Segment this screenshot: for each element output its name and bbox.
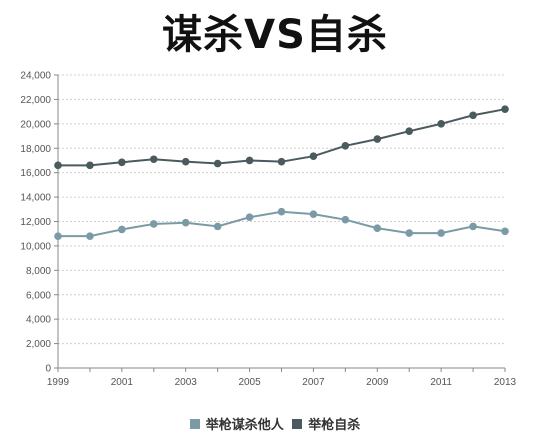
data-point <box>501 105 509 113</box>
y-tick-label: 10,000 <box>20 241 51 252</box>
legend-swatch-suicide <box>292 418 303 429</box>
y-tick-label: 22,000 <box>20 95 51 106</box>
x-tick-label: 1999 <box>47 377 70 388</box>
data-point <box>54 232 62 240</box>
legend-label-suicide: 举枪自杀 <box>308 418 361 433</box>
data-point <box>213 159 222 168</box>
y-tick-label: 24,000 <box>20 71 51 82</box>
data-point <box>277 157 286 166</box>
gridlines <box>58 74 505 345</box>
data-point <box>277 207 286 216</box>
y-tick-label: 2,000 <box>26 339 51 350</box>
x-tick-label: 2009 <box>366 377 389 388</box>
y-tick-label: 14,000 <box>20 193 51 204</box>
data-point <box>245 156 254 165</box>
data-point <box>118 158 126 167</box>
y-tick-label: 16,000 <box>20 168 51 179</box>
x-tick-label: 2013 <box>494 377 517 388</box>
data-point <box>86 161 94 170</box>
data-point <box>341 142 350 150</box>
data-point <box>437 120 445 128</box>
legend-swatch-murder <box>189 418 200 429</box>
data-point <box>405 127 414 135</box>
data-point <box>373 224 382 233</box>
x-tick-label: 2011 <box>430 377 452 388</box>
legend-item-suicide[interactable]: 举枪自杀 <box>292 414 360 433</box>
data-point <box>501 227 509 236</box>
data-point <box>149 155 158 164</box>
y-tick-label: 12,000 <box>20 217 51 228</box>
legend: 举枪谋杀他人 举枪自杀 <box>0 414 550 433</box>
data-point <box>405 229 414 237</box>
x-tick-label: 2003 <box>175 377 198 388</box>
tick-labels: 0 2,000 4,000 6,000 8,000 10,000 12,000 14,000 1… <box>20 71 516 389</box>
x-tick-label: 2001 <box>111 377 134 388</box>
y-tick-label: 6,000 <box>26 290 51 301</box>
data-point <box>149 220 158 228</box>
series-lines <box>54 105 509 240</box>
x-tick-label: 2007 <box>302 377 325 388</box>
chart-title: 谋杀VS自杀 <box>162 12 388 58</box>
data-point <box>86 232 94 240</box>
x-tick-label: 2005 <box>238 377 261 388</box>
data-point <box>469 111 477 120</box>
data-point <box>118 225 126 234</box>
legend-label-murder: 举枪谋杀他人 <box>205 418 284 433</box>
data-point <box>181 157 190 166</box>
y-tick-label: 20,000 <box>20 119 51 130</box>
legend-item-murder[interactable]: 举枪谋杀他人 <box>189 414 284 433</box>
y-tick-label: 4,000 <box>26 315 51 326</box>
data-point <box>469 222 477 231</box>
data-point <box>245 213 254 222</box>
y-tick-label: 18,000 <box>20 144 51 155</box>
data-point <box>437 229 445 237</box>
data-point <box>341 215 350 224</box>
data-point <box>309 152 318 160</box>
data-point <box>373 135 382 143</box>
y-tick-label: 0 <box>45 364 51 375</box>
axes <box>54 74 506 372</box>
y-tick-label: 8,000 <box>26 266 51 277</box>
data-point <box>309 210 318 218</box>
data-point <box>181 218 190 227</box>
data-point <box>213 222 222 231</box>
data-point <box>54 161 62 170</box>
series-line-1 <box>58 108 506 167</box>
